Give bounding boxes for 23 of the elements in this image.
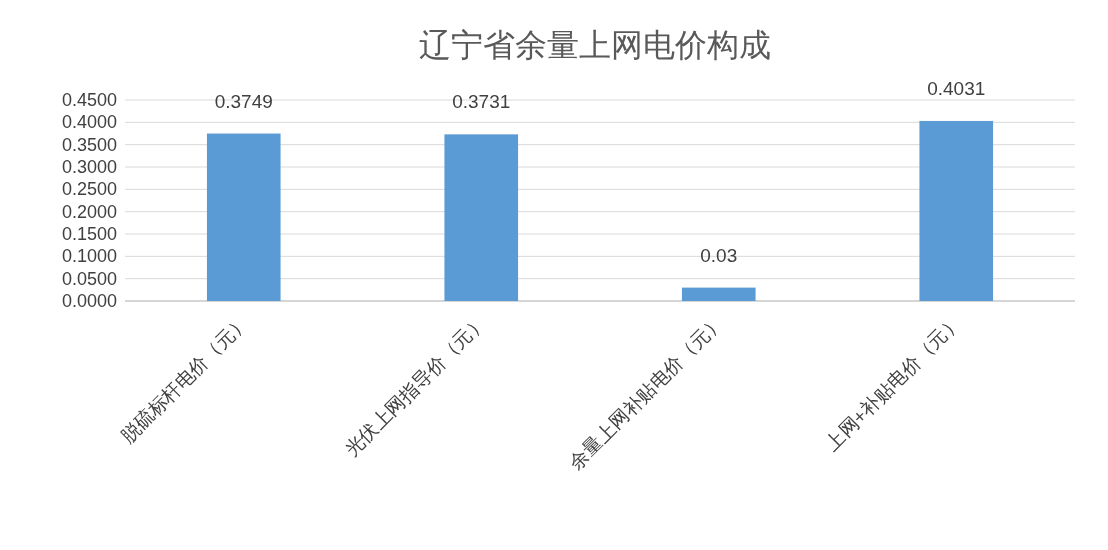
data-label: 0.4031 [927,77,986,99]
y-tick-label: 0.3000 [61,157,117,177]
y-tick-label: 0.4500 [61,90,117,110]
bar [444,134,519,301]
x-tick-label: 脱硫标杆电价（元） [116,310,253,447]
data-label: 0.3749 [214,90,273,112]
y-tick-label: 0.2000 [61,201,117,222]
y-tick-label: 0.0000 [61,291,117,311]
data-label: 0.3731 [452,91,511,113]
chart-title: 辽宁省余量上网电价构成 [419,27,771,63]
y-tick-label: 0.1500 [61,224,117,244]
y-tick-label: 0.3500 [61,134,117,155]
data-label: 0.03 [700,244,738,266]
x-tick-label: 光伏上网指导价（元） [340,310,491,461]
x-tick-label: 上网+补贴电价（元） [821,310,966,455]
x-tick-label: 余量上网补贴电价（元） [564,310,728,474]
bar [919,120,994,301]
bar [206,133,281,301]
y-tick-label: 0.2500 [61,179,117,200]
bar [681,287,756,301]
y-tick-label: 0.4000 [61,112,117,133]
y-tick-label: 0.0500 [61,268,117,289]
y-tick-label: 0.1000 [61,246,117,267]
